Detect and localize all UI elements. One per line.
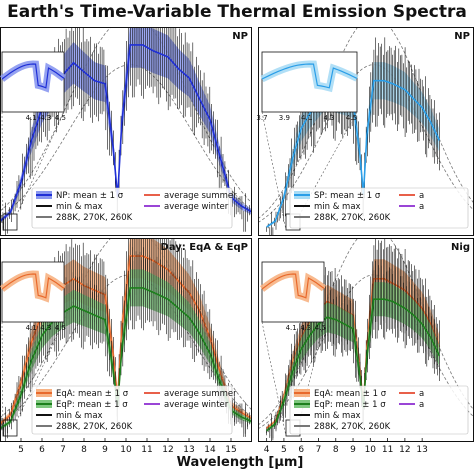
zoom-connector-b-NP	[16, 111, 65, 215]
inset-tick-label-SP-4: 4.5	[346, 114, 357, 122]
inset-NP	[0, 51, 67, 113]
inset-tick-label-SP-1: 3.9	[279, 114, 290, 122]
inset-tick-label-NP-0: 4.1	[26, 114, 37, 122]
legend-SP	[289, 187, 469, 229]
zoom-connector-a-Night	[261, 321, 287, 437]
legend-box-Night	[289, 385, 469, 435]
series-line-SP-0	[266, 79, 441, 228]
x-tick-label-Night-5: 8	[333, 445, 339, 455]
legend-label-Night-3: 288K, 270K, 260K	[314, 422, 391, 432]
x-tick-label-Day-7: 12	[162, 445, 173, 455]
legend-label-NP-1: average winter	[164, 202, 229, 212]
x-tick-label-Night-6: 9	[350, 445, 356, 455]
inset-Day	[0, 261, 67, 323]
panel-title-Day: Day: EqA & EqP	[161, 242, 248, 253]
zoom-connector-a-NP	[1, 111, 4, 231]
legend-label-SP-0: SP: mean ± 1 σ	[314, 191, 381, 201]
x-tick-label-Night-9: 12	[399, 445, 410, 455]
x-tick-label-Day-3: 8	[81, 445, 87, 455]
inset-line-Day	[1, 273, 65, 299]
legend-label-NP-2: 288K, 270K, 260K	[56, 213, 133, 223]
inset-line-NP	[1, 63, 65, 89]
inset-tick-label-SP-0: 3.7	[256, 114, 267, 122]
legend-label-Night-1: EqP: mean ± 1 σ	[314, 400, 386, 410]
legend-label-Night-1: a	[419, 400, 424, 410]
figure-title: Earth's Time-Variable Thermal Emission S…	[7, 2, 467, 22]
panel-title-Night: Nig	[451, 242, 470, 253]
legend-NP	[31, 187, 233, 229]
x-tick-label-Day-4: 9	[102, 445, 108, 455]
blackbody-curve-0	[0, 27, 252, 212]
legend-label-NP-0: NP: mean ± 1 σ	[56, 191, 124, 201]
legend-label-SP-1: a	[419, 202, 424, 212]
legend-label-SP-1: min & max	[314, 202, 361, 212]
inset-tick-label-Day-0: 4.1	[26, 324, 37, 332]
zoom-connector-a-SP	[261, 111, 287, 231]
legend-label-Night-2: min & max	[314, 411, 361, 421]
inset-tick-label-SP-2: 4.1	[301, 114, 312, 122]
inset-tick-label-Day-2: 4.5	[55, 324, 66, 332]
legend-label-Day-0: average summer	[164, 389, 237, 399]
panel-frame-NP	[0, 27, 252, 236]
legend-box-Day	[31, 385, 233, 435]
inset-line-Night	[261, 273, 325, 299]
legend-label-NP-0: average summer	[164, 191, 237, 201]
inset-tick-label-Night-0: 4.1	[286, 324, 297, 332]
x-tick-label-Day-5: 10	[120, 445, 132, 455]
x-tick-label-Day-10: 15	[225, 445, 236, 455]
panel-title-SP: NP	[454, 31, 470, 42]
x-tick-label-Day-2: 7	[60, 445, 66, 455]
series-line-Night-1	[266, 298, 441, 432]
legend-Night	[289, 385, 469, 435]
inset-line-SP	[261, 63, 358, 89]
inset-tick-label-Day-1: 4.3	[40, 324, 51, 332]
legend-Day	[31, 385, 233, 435]
inset-tick-label-Night-2: 4.5	[315, 324, 326, 332]
inset-tick-label-SP-3: 4.3	[323, 114, 334, 122]
x-tick-label-Night-2: 5	[281, 445, 287, 455]
legend-label-Night-0: EqA: mean ± 1 σ	[314, 389, 387, 399]
series-line-Day-1	[0, 287, 252, 430]
band-Night-1	[266, 282, 440, 432]
zoom-connector-a-Day	[1, 321, 4, 437]
legend-label-Night-0: a	[419, 389, 424, 399]
x-axis-label: Wavelength [μm]	[176, 455, 304, 470]
zoom-box-Day	[2, 419, 18, 437]
legend-label-Day-0: EqA: mean ± 1 σ	[56, 389, 129, 399]
legend-box-NP	[31, 187, 233, 229]
legend-label-Day-2: min & max	[56, 411, 103, 421]
x-tick-label-Day-0: 5	[18, 445, 24, 455]
x-tick-label-Day-1: 6	[39, 445, 45, 455]
x-tick-label-Night-8: 11	[382, 445, 393, 455]
legend-label-NP-1: min & max	[56, 202, 103, 212]
legend-label-Day-3: 288K, 270K, 260K	[56, 422, 133, 432]
x-tick-label-Night-4: 7	[316, 445, 322, 455]
x-tick-label-Day-9: 14	[204, 445, 216, 455]
x-tick-label-Night-3: 6	[298, 445, 304, 455]
inset-SP	[260, 51, 359, 113]
zoom-box-NP	[2, 213, 18, 231]
inset-tick-label-Night-1: 4.3	[300, 324, 311, 332]
legend-box-SP	[289, 187, 469, 229]
x-tick-label-Day-6: 11	[141, 445, 152, 455]
panel-title-NP: NP	[232, 31, 248, 42]
x-tick-label-Night-1: 4	[264, 445, 270, 455]
panel-Night	[258, 238, 474, 442]
inset-tick-label-NP-2: 4.5	[55, 114, 66, 122]
legend-label-Day-1: average winter	[164, 400, 229, 410]
x-tick-label-Night-7: 10	[365, 445, 377, 455]
legend-label-SP-2: 288K, 270K, 260K	[314, 213, 391, 223]
x-tick-label-Day-8: 13	[183, 445, 194, 455]
blackbody-curve-1	[0, 64, 252, 217]
inset-Night	[259, 261, 327, 323]
legend-label-Day-1: EqP: mean ± 1 σ	[56, 400, 128, 410]
legend-label-SP-0: a	[419, 191, 424, 201]
x-tick-label-Night-10: 13	[416, 445, 427, 455]
inset-tick-label-NP-1: 4.3	[40, 114, 51, 122]
